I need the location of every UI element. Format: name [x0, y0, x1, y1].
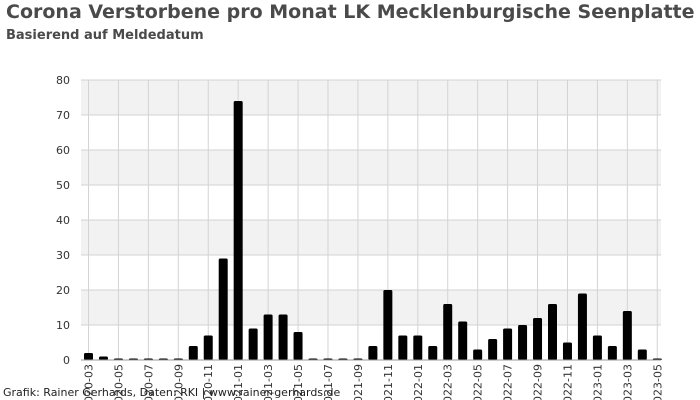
x-tick-label: 2020-11 [202, 364, 215, 400]
bar-series [84, 101, 662, 360]
x-tick-label: 2021-11 [382, 364, 395, 400]
y-tick-label: 60 [56, 144, 70, 157]
x-tick-label: 2023-01 [591, 364, 604, 400]
x-tick-label: 2020-09 [172, 364, 185, 400]
plot-band [81, 290, 661, 325]
bar-2021-01 [233, 101, 243, 360]
chart-subtitle: Basierend auf Meldedatum [6, 28, 204, 43]
y-tick-label: 30 [56, 249, 70, 262]
chart-title: Corona Verstorbene pro Monat LK Mecklenb… [6, 1, 695, 23]
x-tick-label: 2023-03 [621, 364, 634, 400]
bar-2023-02 [607, 346, 617, 360]
bar-2022-03 [443, 304, 453, 360]
bar-2020-04 [98, 356, 108, 360]
bar-2020-11 [203, 335, 213, 360]
bar-2021-05 [293, 332, 303, 360]
bar-2022-12 [577, 293, 587, 360]
bar-2021-03 [263, 314, 273, 360]
bar-2022-05 [473, 349, 483, 360]
bar-2021-10 [368, 346, 378, 360]
y-tick-label: 20 [56, 284, 70, 297]
x-tick-label: 2021-07 [322, 364, 335, 400]
x-tick-label: 2022-05 [472, 364, 485, 400]
bar-2023-03 [622, 311, 632, 360]
plot-band [81, 255, 661, 290]
x-tick-label: 2021-05 [292, 364, 305, 400]
bar-2022-09 [533, 318, 543, 360]
bar-2022-11 [562, 342, 572, 360]
bar-2021-04 [278, 314, 288, 360]
x-axis-ticks: 2020-03 2020-05 2020-07 2020-09 2020-11 2021-… [83, 364, 665, 400]
x-tick-label: 2022-03 [442, 364, 455, 400]
bar-2021-02 [248, 328, 258, 360]
y-tick-label: 40 [56, 214, 70, 227]
x-tick-label: 2022-07 [502, 364, 515, 400]
y-tick-label: 50 [56, 179, 70, 192]
bar-2023-01 [592, 335, 602, 360]
bar-2020-12 [218, 258, 228, 360]
plot-band [81, 115, 661, 150]
x-tick-label: 2021-01 [232, 364, 245, 400]
x-tick-label: 2020-07 [142, 364, 155, 400]
x-tick-label: 2020-03 [83, 364, 96, 400]
credit-footer: Grafik: Rainer Gerhards, Daten: RKI | ww… [3, 386, 341, 399]
x-tick-label: 2021-03 [262, 364, 275, 400]
plot-band [81, 185, 661, 220]
bar-2022-02 [428, 346, 438, 360]
bar-2021-11 [383, 290, 393, 360]
bar-2020-10 [188, 346, 198, 360]
bar-2022-08 [518, 325, 528, 360]
bar-2023-04 [637, 349, 647, 360]
bar-2022-04 [458, 321, 468, 360]
bar-2022-01 [413, 335, 423, 360]
bar-2022-10 [548, 304, 557, 360]
x-tick-label: 2020-05 [112, 364, 125, 400]
x-tick-label: 2022-01 [412, 364, 425, 400]
x-tick-label: 2022-09 [532, 364, 545, 400]
y-tick-label: 80 [56, 74, 70, 87]
x-tick-label: 2023-05 [651, 364, 664, 400]
bar-2020-03 [84, 353, 93, 360]
bar-2021-12 [398, 335, 408, 360]
bar-2022-06 [488, 339, 498, 360]
y-tick-label: 0 [63, 354, 70, 367]
bar-2022-07 [503, 328, 513, 360]
plot-band [81, 220, 661, 255]
y-tick-label: 10 [56, 319, 70, 332]
x-tick-label: 2022-11 [561, 364, 574, 400]
plot-band [81, 150, 661, 185]
y-tick-label: 70 [56, 109, 70, 122]
x-tick-label: 2021-09 [352, 364, 365, 400]
plot-band [81, 80, 661, 115]
